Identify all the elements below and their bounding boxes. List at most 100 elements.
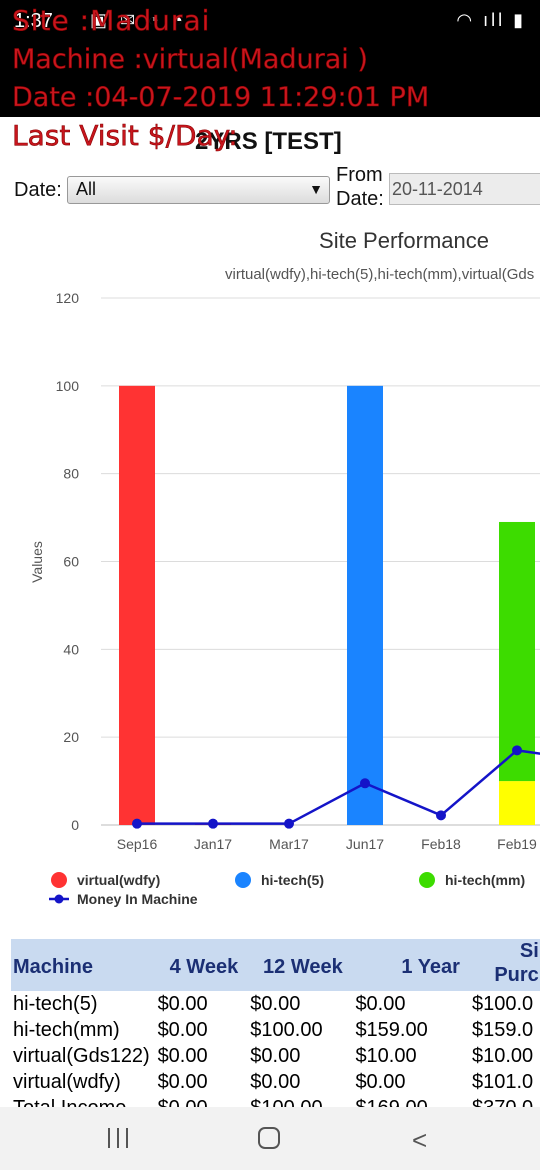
table-row: hi-tech(5) $0.00 $0.00 $0.00 $100.0 [11, 991, 540, 1017]
site-performance-chart: Site Performance virtual(wdfy),hi-tech(5)… [11, 217, 540, 937]
header-band: 1:37 ▣ ✉ ◔ ◔ ◠ ıll ▮ Site :Madurai Machi… [0, 0, 540, 117]
status-time: 1:37 [14, 10, 53, 32]
income-table: Machine 4 Week 12 Week 1 Year SinPurch h… [11, 939, 540, 1109]
table-row: virtual(Gds122) $0.00 $0.00 $10.00 $10.00 [11, 1043, 540, 1069]
bar-virtual-wdfy- [119, 385, 155, 825]
table-header-row: Machine 4 Week 12 Week 1 Year SinPurch [11, 939, 540, 991]
notification-icons: ▣ ✉ ◔ ◔ [90, 10, 187, 30]
y-tick-label: 100 [56, 378, 80, 394]
table-cell: $169.00 [355, 1096, 428, 1110]
machine-text: Machine :virtual(Madurai ) [12, 44, 369, 76]
table-cell: $0.00 [157, 1018, 208, 1041]
col-since-purchase: SinPurch [472, 939, 540, 991]
x-tick-label: Feb19 [497, 836, 537, 852]
date-select-value: All [76, 179, 97, 199]
main-content: 2YRS [TEST] Date: All ▼ From Date: Site … [0, 117, 540, 1109]
table-body: hi-tech(5) $0.00 $0.00 $0.00 $100.0 hi-tech(m… [11, 991, 540, 1110]
date-select[interactable]: All ▼ [67, 176, 330, 204]
date-label: Date: [14, 179, 62, 201]
table-cell: $159.00 [355, 1018, 428, 1041]
money-line [137, 749, 540, 825]
table-row: hi-tech(mm) $0.00 $100.00 $159.00 $159.0 [11, 1017, 540, 1043]
date-text: Date :04-07-2019 11:29:01 PM [12, 82, 430, 114]
recent-apps-icon[interactable] [108, 1128, 130, 1148]
x-tick-label: Feb18 [421, 836, 461, 852]
legend-marker [54, 894, 64, 904]
table-cell: $10.00 [471, 1044, 534, 1067]
chart-title: Site Performance [319, 228, 489, 253]
y-tick-label: 60 [63, 554, 79, 570]
back-icon[interactable]: < [412, 1125, 428, 1155]
col-12-week: 12 Week [263, 956, 343, 978]
legend-marker [419, 872, 435, 888]
table-cell: $159.0 [471, 1018, 534, 1041]
table-cell: $0.00 [250, 1044, 301, 1067]
legend-label: hi-tech(mm) [445, 872, 525, 888]
x-tick-label: Jun17 [346, 836, 384, 852]
table-cell: $0.00 [157, 1044, 208, 1067]
bar-hi-tech-mm- [499, 521, 535, 782]
filter-row: Date: All ▼ From Date: [0, 164, 540, 215]
table-cell: $0.00 [157, 1070, 208, 1093]
table-cell: $370.0 [471, 1096, 534, 1110]
table-row: virtual(wdfy) $0.00 $0.00 $0.00 $101.0 [11, 1069, 540, 1095]
home-icon[interactable] [258, 1127, 280, 1149]
table-cell: $0.00 [250, 1070, 301, 1093]
table-cell: $10.00 [355, 1044, 417, 1067]
table-cell: $0.00 [157, 1096, 208, 1110]
table-cell: $100.00 [250, 1096, 323, 1110]
signal-battery-icons: ◠ ıll ▮ [456, 10, 526, 30]
x-tick-label: Sep16 [117, 836, 158, 852]
last-visit-text: Last Visit $/Day: [12, 119, 238, 153]
table-cell: $100.0 [471, 992, 534, 1015]
x-tick-label: Mar17 [269, 836, 309, 852]
page-title: 2YRS [TEST] [195, 128, 342, 155]
y-tick-label: 80 [63, 466, 79, 482]
legend-label: Money In Machine [77, 891, 198, 907]
table-cell: $0.00 [250, 992, 301, 1015]
table-cell: hi-tech(5) [13, 992, 98, 1015]
from-date-input[interactable] [389, 173, 540, 205]
legend-label: hi-tech(5) [261, 872, 324, 888]
table-cell: virtual(Gds122) [13, 1044, 150, 1067]
money-point [132, 818, 142, 829]
table-cell: $100.00 [250, 1018, 323, 1041]
income-table-wrap[interactable]: Machine 4 Week 12 Week 1 Year SinPurch h… [11, 939, 540, 1109]
chevron-down-icon: ▼ [309, 181, 323, 197]
site-text: Site :Madurai [12, 4, 211, 38]
col-since-label: Sin [519, 940, 540, 962]
y-tick-label: 0 [71, 817, 79, 833]
money-point [360, 778, 370, 789]
money-point [512, 745, 522, 756]
col-machine: Machine [13, 956, 94, 978]
table-cell: $101.0 [471, 1070, 534, 1093]
y-tick-label: 40 [63, 641, 79, 657]
legend-marker [51, 872, 67, 888]
bar-hi-tech-5- [347, 385, 383, 825]
table-cell: $0.00 [157, 992, 208, 1015]
chart-svg: Site Performance virtual(wdfy),hi-tech(5)… [29, 228, 540, 907]
from-date-label: From Date: [336, 164, 384, 210]
system-nav-bar: < [0, 1107, 540, 1170]
money-point [208, 818, 218, 829]
table-cell: $0.00 [355, 992, 406, 1015]
col-1-year: 1 Year [401, 956, 460, 978]
table-row: Total Income $0.00 $100.00 $169.00 $370.0 [11, 1095, 540, 1110]
bar-virtual-gds122- [499, 781, 535, 825]
table-cell: virtual(wdfy) [13, 1070, 121, 1093]
table-cell: hi-tech(mm) [13, 1018, 120, 1041]
chart-subtitle: virtual(wdfy),hi-tech(5),hi-tech(mm),vir… [225, 266, 534, 283]
table-cell: $0.00 [355, 1070, 406, 1093]
y-tick-label: 120 [56, 290, 80, 306]
legend-label: virtual(wdfy) [77, 872, 160, 888]
money-point [436, 810, 446, 821]
legend-marker [235, 872, 251, 888]
money-point [284, 818, 294, 829]
col-4-week: 4 Week [169, 956, 239, 978]
x-tick-label: Jan17 [194, 836, 232, 852]
table-cell: Total Income [13, 1096, 127, 1110]
y-tick-label: 20 [63, 729, 79, 745]
y-axis-label: Values [29, 541, 45, 583]
